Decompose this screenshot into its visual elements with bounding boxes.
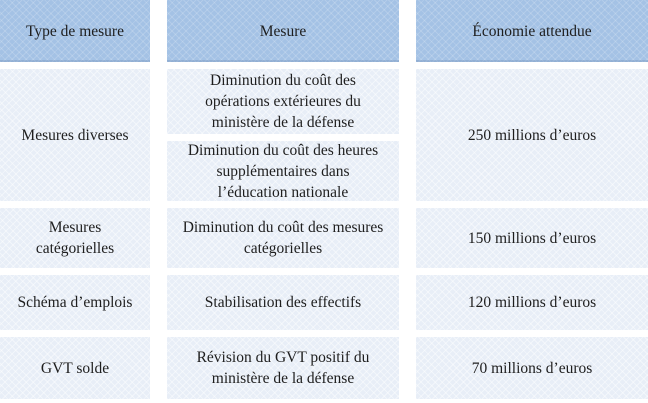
col-header-economie-attendue: Économie attendue bbox=[416, 0, 648, 62]
cell-mesure-stabilisation-effectifs: Stabilisation des effectifs bbox=[167, 275, 399, 330]
cell-mesure-operations-exterieures: Diminution du coût des opérations extéri… bbox=[167, 69, 399, 134]
cell-economie-70: 70 millions d’euros bbox=[416, 337, 648, 399]
cell-mesure-mesures-categorielles: Diminution du coût des mesures catégorie… bbox=[167, 208, 399, 268]
cell-economie-250: 250 millions d’euros bbox=[416, 69, 648, 201]
cell-mesure-heures-supplementaires: Diminution du coût des heures supplément… bbox=[167, 141, 399, 201]
col-header-type-de-mesure: Type de mesure bbox=[0, 0, 150, 62]
cell-type-gvt-solde: GVT solde bbox=[0, 337, 150, 399]
cell-type-mesures-diverses: Mesures diverses bbox=[0, 69, 150, 201]
cell-economie-120: 120 millions d’euros bbox=[416, 275, 648, 330]
cell-type-schema-emplois: Schéma d’emplois bbox=[0, 275, 150, 330]
cell-group-mesures-diverses: Diminution du coût des opérations extéri… bbox=[167, 69, 399, 201]
cell-mesure-revision-gvt: Révision du GVT positif du ministère de … bbox=[167, 337, 399, 399]
cell-economie-150: 150 millions d’euros bbox=[416, 208, 648, 268]
cell-type-mesures-categorielles: Mesures catégorielles bbox=[0, 208, 150, 268]
col-header-mesure: Mesure bbox=[167, 0, 399, 62]
